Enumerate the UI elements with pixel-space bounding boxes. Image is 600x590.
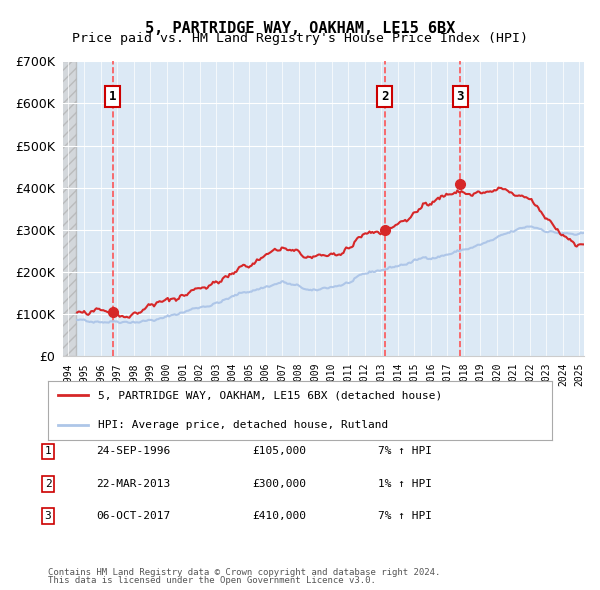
Text: 3: 3 (457, 90, 464, 103)
Text: Contains HM Land Registry data © Crown copyright and database right 2024.: Contains HM Land Registry data © Crown c… (48, 568, 440, 577)
Text: 24-SEP-1996: 24-SEP-1996 (96, 447, 170, 456)
Text: 2: 2 (44, 479, 52, 489)
Text: 06-OCT-2017: 06-OCT-2017 (96, 512, 170, 521)
Text: 1% ↑ HPI: 1% ↑ HPI (378, 479, 432, 489)
Text: £105,000: £105,000 (252, 447, 306, 456)
Text: 7% ↑ HPI: 7% ↑ HPI (378, 447, 432, 456)
Text: 7% ↑ HPI: 7% ↑ HPI (378, 512, 432, 521)
Text: 2: 2 (381, 90, 389, 103)
Text: 1: 1 (44, 447, 52, 456)
Text: Price paid vs. HM Land Registry's House Price Index (HPI): Price paid vs. HM Land Registry's House … (72, 32, 528, 45)
Text: HPI: Average price, detached house, Rutland: HPI: Average price, detached house, Rutl… (98, 420, 389, 430)
Text: 3: 3 (44, 512, 52, 521)
Text: 5, PARTRIDGE WAY, OAKHAM, LE15 6BX (detached house): 5, PARTRIDGE WAY, OAKHAM, LE15 6BX (deta… (98, 391, 443, 400)
Text: 22-MAR-2013: 22-MAR-2013 (96, 479, 170, 489)
Text: 5, PARTRIDGE WAY, OAKHAM, LE15 6BX: 5, PARTRIDGE WAY, OAKHAM, LE15 6BX (145, 21, 455, 35)
Text: £410,000: £410,000 (252, 512, 306, 521)
Bar (59, 61, 76, 356)
Text: 1: 1 (109, 90, 116, 103)
Text: £300,000: £300,000 (252, 479, 306, 489)
Text: This data is licensed under the Open Government Licence v3.0.: This data is licensed under the Open Gov… (48, 576, 376, 585)
